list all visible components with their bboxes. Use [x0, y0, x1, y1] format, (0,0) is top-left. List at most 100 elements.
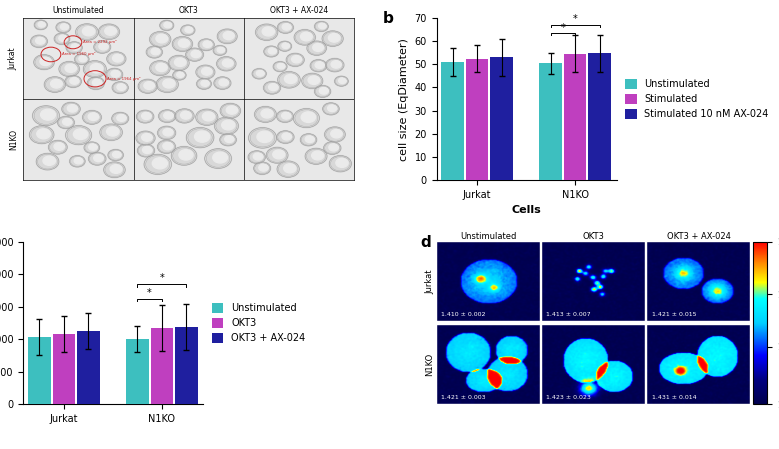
Circle shape [214, 117, 238, 135]
Circle shape [277, 63, 285, 69]
Circle shape [93, 41, 111, 53]
Circle shape [30, 35, 48, 48]
Circle shape [150, 31, 171, 47]
Circle shape [174, 109, 194, 123]
Circle shape [93, 154, 104, 162]
Circle shape [249, 128, 277, 148]
Circle shape [331, 61, 341, 68]
Circle shape [334, 76, 348, 86]
Circle shape [259, 164, 268, 171]
Text: d: d [420, 235, 431, 251]
Text: 1.421 ± 0.003: 1.421 ± 0.003 [441, 395, 485, 400]
Title: Unstimulated: Unstimulated [460, 232, 516, 241]
Text: OKT3 + AX-024: OKT3 + AX-024 [270, 6, 328, 15]
Circle shape [112, 151, 121, 158]
Circle shape [315, 62, 324, 69]
Text: Unstimulated: Unstimulated [53, 6, 104, 15]
Circle shape [186, 128, 214, 148]
Circle shape [273, 62, 287, 72]
Circle shape [307, 41, 326, 55]
Circle shape [174, 58, 186, 66]
Circle shape [142, 133, 152, 141]
Circle shape [331, 129, 342, 138]
Circle shape [36, 153, 59, 170]
Circle shape [160, 20, 174, 31]
Circle shape [41, 109, 55, 120]
Circle shape [143, 146, 152, 154]
Circle shape [330, 155, 351, 172]
Legend: Unstimulated, OKT3, OKT3 + AX-024: Unstimulated, OKT3, OKT3 + AX-024 [212, 303, 305, 343]
Circle shape [117, 84, 126, 90]
Text: *: * [160, 273, 164, 283]
Circle shape [83, 61, 106, 78]
Circle shape [217, 47, 224, 53]
Circle shape [196, 65, 215, 79]
Text: Area = 1964 μm²: Area = 1964 μm² [108, 77, 141, 81]
Circle shape [254, 162, 271, 175]
Text: *: * [560, 22, 566, 33]
Circle shape [156, 34, 167, 43]
Circle shape [326, 58, 344, 72]
Circle shape [312, 44, 323, 52]
Circle shape [138, 79, 157, 93]
Circle shape [157, 140, 175, 154]
Circle shape [256, 24, 278, 40]
Circle shape [164, 112, 173, 119]
Circle shape [108, 150, 123, 161]
Circle shape [263, 27, 274, 36]
Circle shape [312, 151, 324, 160]
Bar [564, 54, 587, 180]
Circle shape [329, 144, 338, 151]
Circle shape [30, 126, 54, 144]
Circle shape [308, 76, 319, 84]
Circle shape [171, 146, 197, 165]
Circle shape [253, 153, 263, 160]
Circle shape [70, 78, 79, 84]
Circle shape [294, 109, 319, 128]
Circle shape [93, 79, 102, 86]
Circle shape [106, 68, 123, 81]
Circle shape [136, 110, 154, 123]
Circle shape [36, 37, 45, 44]
Circle shape [110, 165, 122, 173]
Circle shape [268, 48, 277, 54]
Circle shape [219, 79, 228, 86]
Circle shape [286, 53, 305, 66]
Circle shape [164, 22, 171, 28]
Circle shape [213, 45, 227, 55]
Bar [588, 53, 611, 180]
Circle shape [256, 70, 264, 76]
Circle shape [214, 77, 231, 89]
Circle shape [112, 54, 123, 62]
Text: 1.423 ± 0.023: 1.423 ± 0.023 [546, 395, 591, 400]
Text: Jurkat: Jurkat [9, 47, 18, 70]
Circle shape [144, 154, 171, 175]
Bar [466, 58, 488, 180]
Circle shape [222, 120, 234, 130]
Bar [77, 331, 100, 404]
Circle shape [220, 134, 237, 146]
Circle shape [66, 42, 83, 53]
Y-axis label: N1KO: N1KO [425, 353, 434, 376]
Circle shape [74, 158, 83, 164]
Circle shape [322, 31, 344, 46]
Circle shape [88, 152, 106, 165]
Circle shape [71, 44, 79, 50]
Text: *: * [573, 14, 577, 24]
Circle shape [222, 59, 233, 67]
Circle shape [301, 73, 323, 89]
Y-axis label: Jurkat: Jurkat [425, 269, 434, 294]
Circle shape [198, 39, 214, 51]
Circle shape [323, 141, 341, 154]
Circle shape [156, 76, 178, 92]
Circle shape [319, 23, 326, 29]
Circle shape [104, 162, 125, 178]
Circle shape [87, 77, 104, 90]
Title: OKT3: OKT3 [583, 232, 605, 241]
Circle shape [152, 158, 167, 169]
Circle shape [301, 112, 315, 123]
Circle shape [282, 43, 290, 48]
Circle shape [62, 102, 80, 116]
Circle shape [277, 110, 294, 123]
Circle shape [65, 75, 82, 88]
